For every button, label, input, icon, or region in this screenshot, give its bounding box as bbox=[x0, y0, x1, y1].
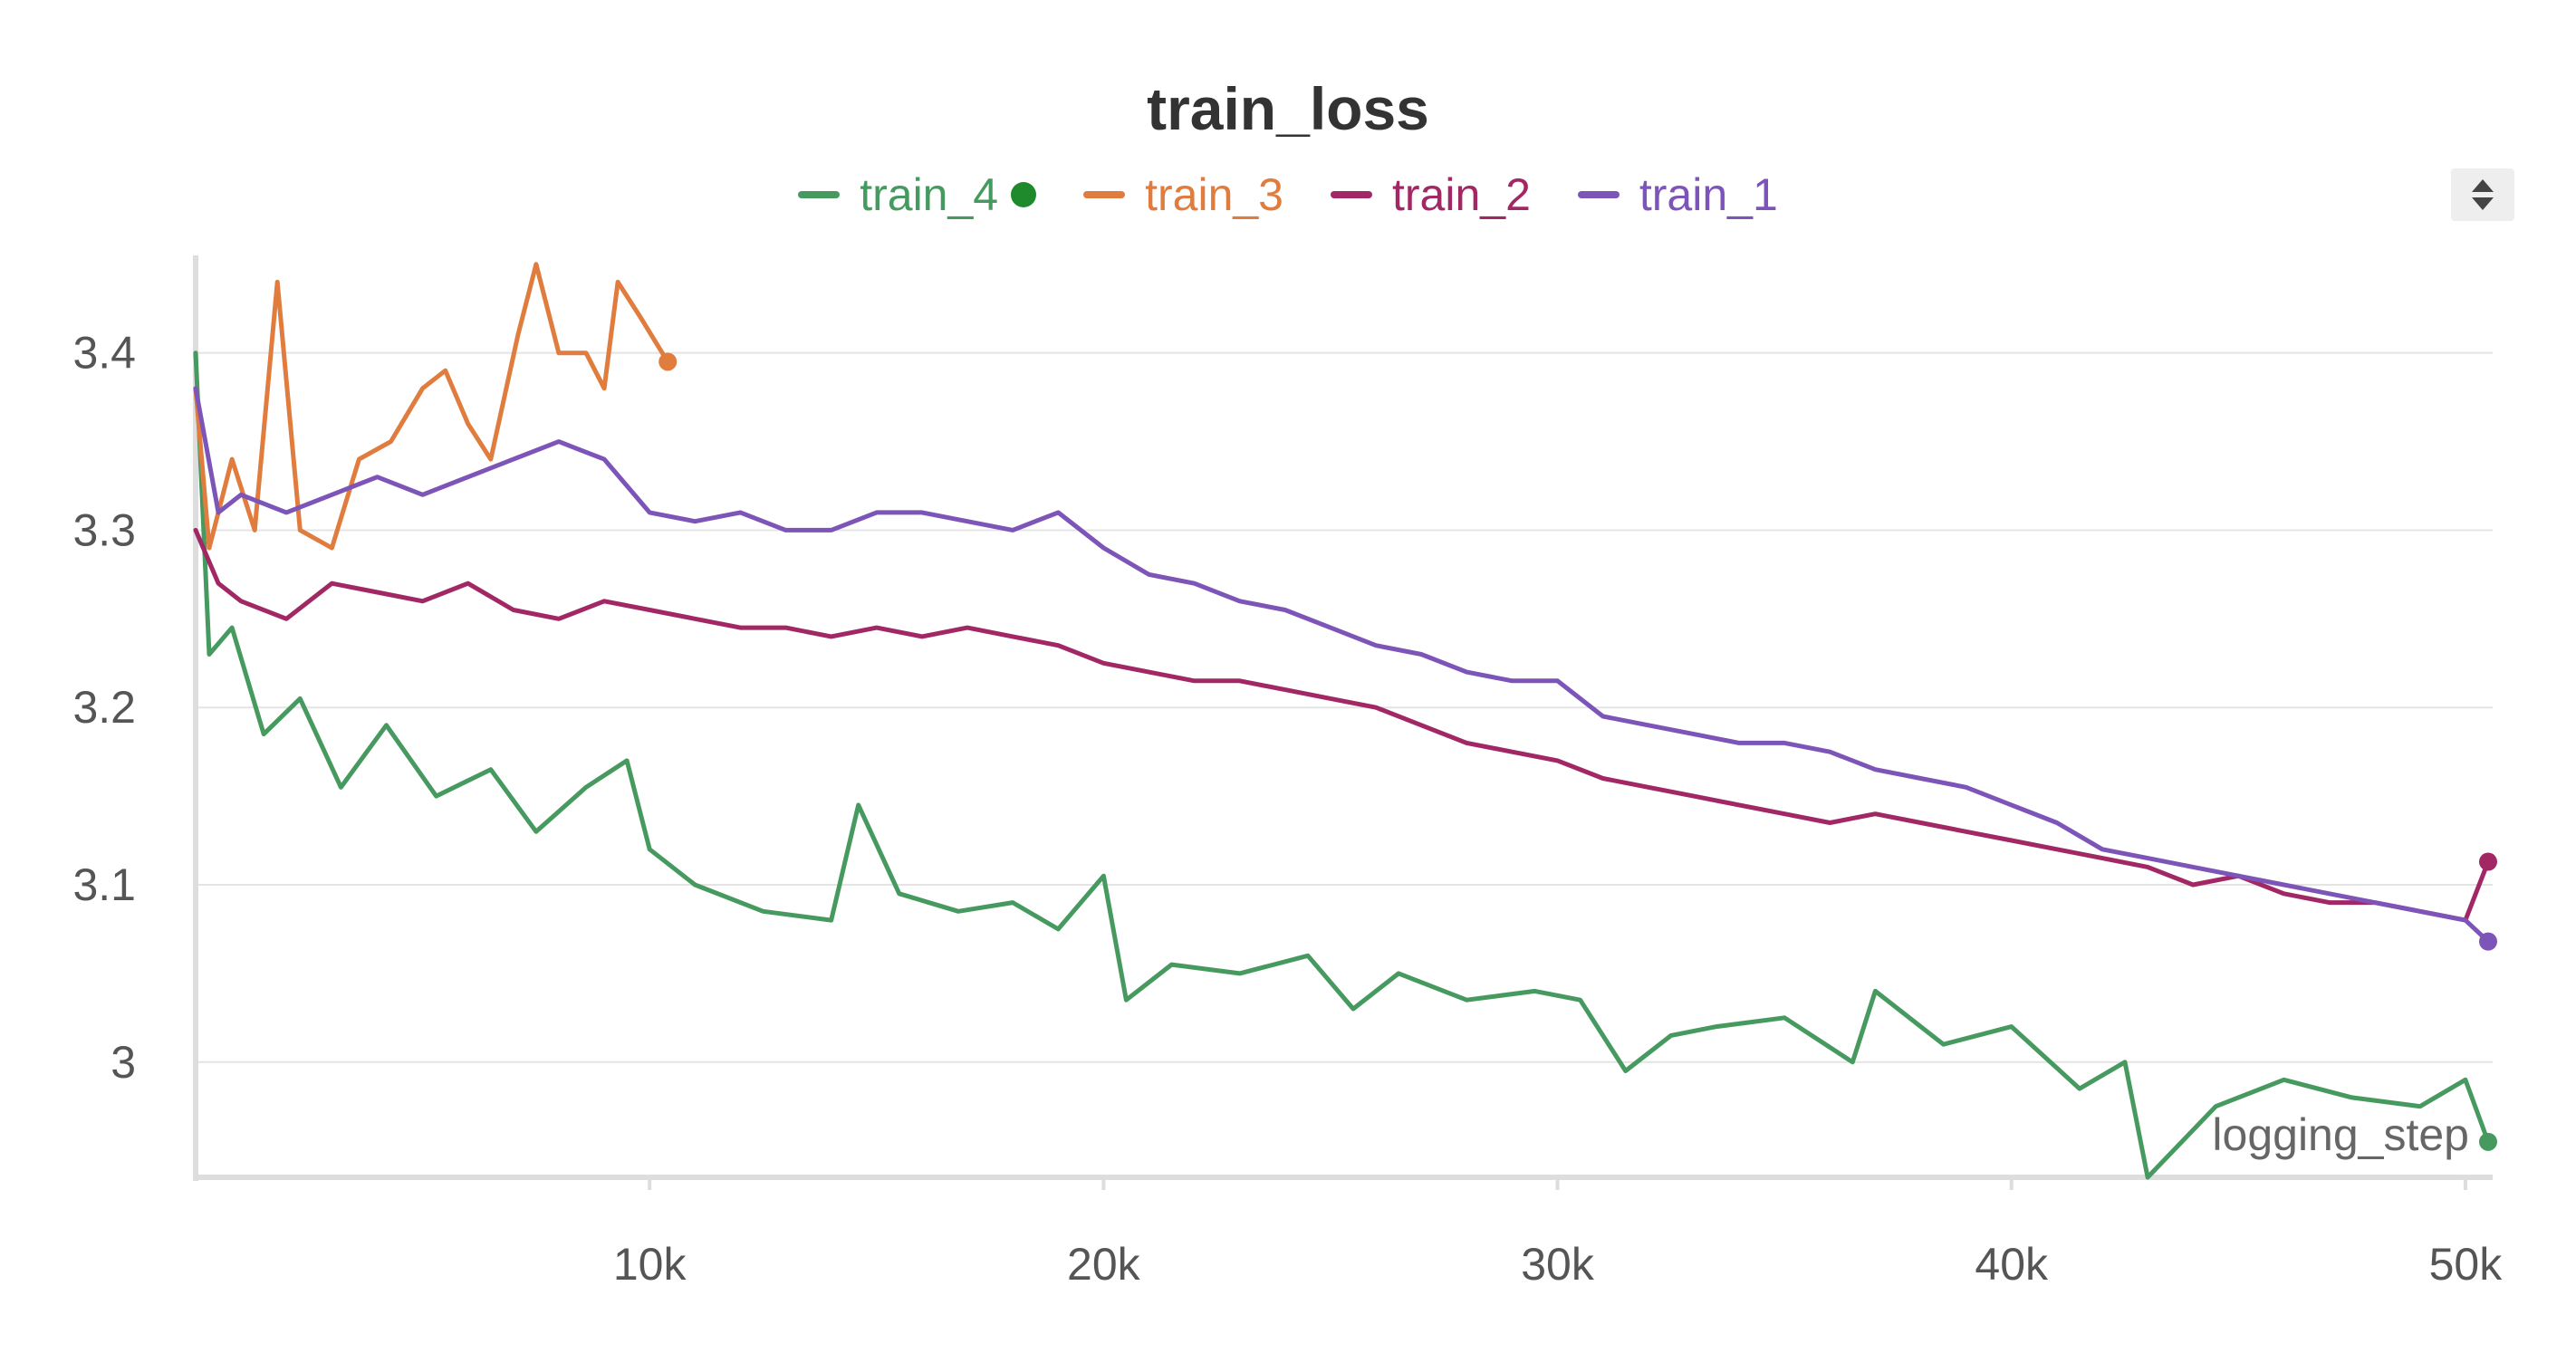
tick-labels: 3 3.1 3.2 3.3 3.4 10k 20k 30k 40k 50k logging_step bbox=[72, 328, 2503, 1290]
legend-label: train_1 bbox=[1639, 169, 1778, 220]
series-end-marker-train_3 bbox=[658, 352, 678, 371]
legend-item-train_2[interactable]: train_2 bbox=[1331, 168, 1531, 221]
x-tick-label: 10k bbox=[613, 1239, 687, 1290]
active-run-dot-icon bbox=[1011, 182, 1037, 207]
chevron-up-icon bbox=[2472, 179, 2494, 192]
y-tick-label: 3.2 bbox=[72, 682, 136, 733]
grid-lines bbox=[196, 351, 2493, 1063]
x-tick-label: 20k bbox=[1067, 1239, 1141, 1290]
legend-label: train_4 bbox=[860, 169, 999, 220]
legend-scroll-toggle[interactable] bbox=[2451, 168, 2514, 221]
legend-swatch bbox=[1083, 191, 1126, 198]
y-tick-label: 3.3 bbox=[72, 504, 136, 555]
chart-title: train_loss bbox=[1147, 75, 1429, 142]
legend-item-train_3[interactable]: train_3 bbox=[1083, 168, 1283, 221]
legend-item-train_1[interactable]: train_1 bbox=[1577, 168, 1778, 221]
x-tick-label: 40k bbox=[1975, 1239, 2049, 1290]
axes bbox=[193, 255, 2493, 1190]
legend: train_4 train_3 train_2 train_1 bbox=[0, 168, 2576, 221]
series-end-marker-train_2 bbox=[2478, 852, 2497, 871]
legend-label: train_3 bbox=[1145, 169, 1283, 220]
series-line-train_2 bbox=[193, 527, 2491, 923]
legend-label: train_2 bbox=[1392, 169, 1531, 220]
series-end-markers bbox=[658, 352, 2497, 1151]
series-line-train_1 bbox=[193, 386, 2491, 945]
x-axis-title: logging_step bbox=[2212, 1109, 2469, 1160]
y-tick-label: 3.4 bbox=[72, 328, 136, 379]
series-end-marker-train_1 bbox=[2478, 932, 2497, 951]
series-end-marker-train_4 bbox=[2478, 1132, 2497, 1151]
series-line-train_4 bbox=[193, 350, 2491, 1180]
series-lines bbox=[193, 262, 2491, 1180]
legend-item-train_4[interactable]: train_4 bbox=[798, 168, 1037, 221]
legend-swatch bbox=[1577, 191, 1620, 198]
legend-swatch bbox=[1331, 191, 1372, 198]
y-tick-label: 3.1 bbox=[72, 859, 136, 910]
legend-swatch bbox=[798, 191, 841, 198]
x-tick-label: 30k bbox=[1521, 1239, 1595, 1290]
x-tick-label: 50k bbox=[2429, 1239, 2504, 1290]
y-tick-label: 3 bbox=[111, 1037, 136, 1088]
series-line-train_3 bbox=[193, 262, 670, 551]
chevron-down-icon bbox=[2472, 197, 2494, 210]
